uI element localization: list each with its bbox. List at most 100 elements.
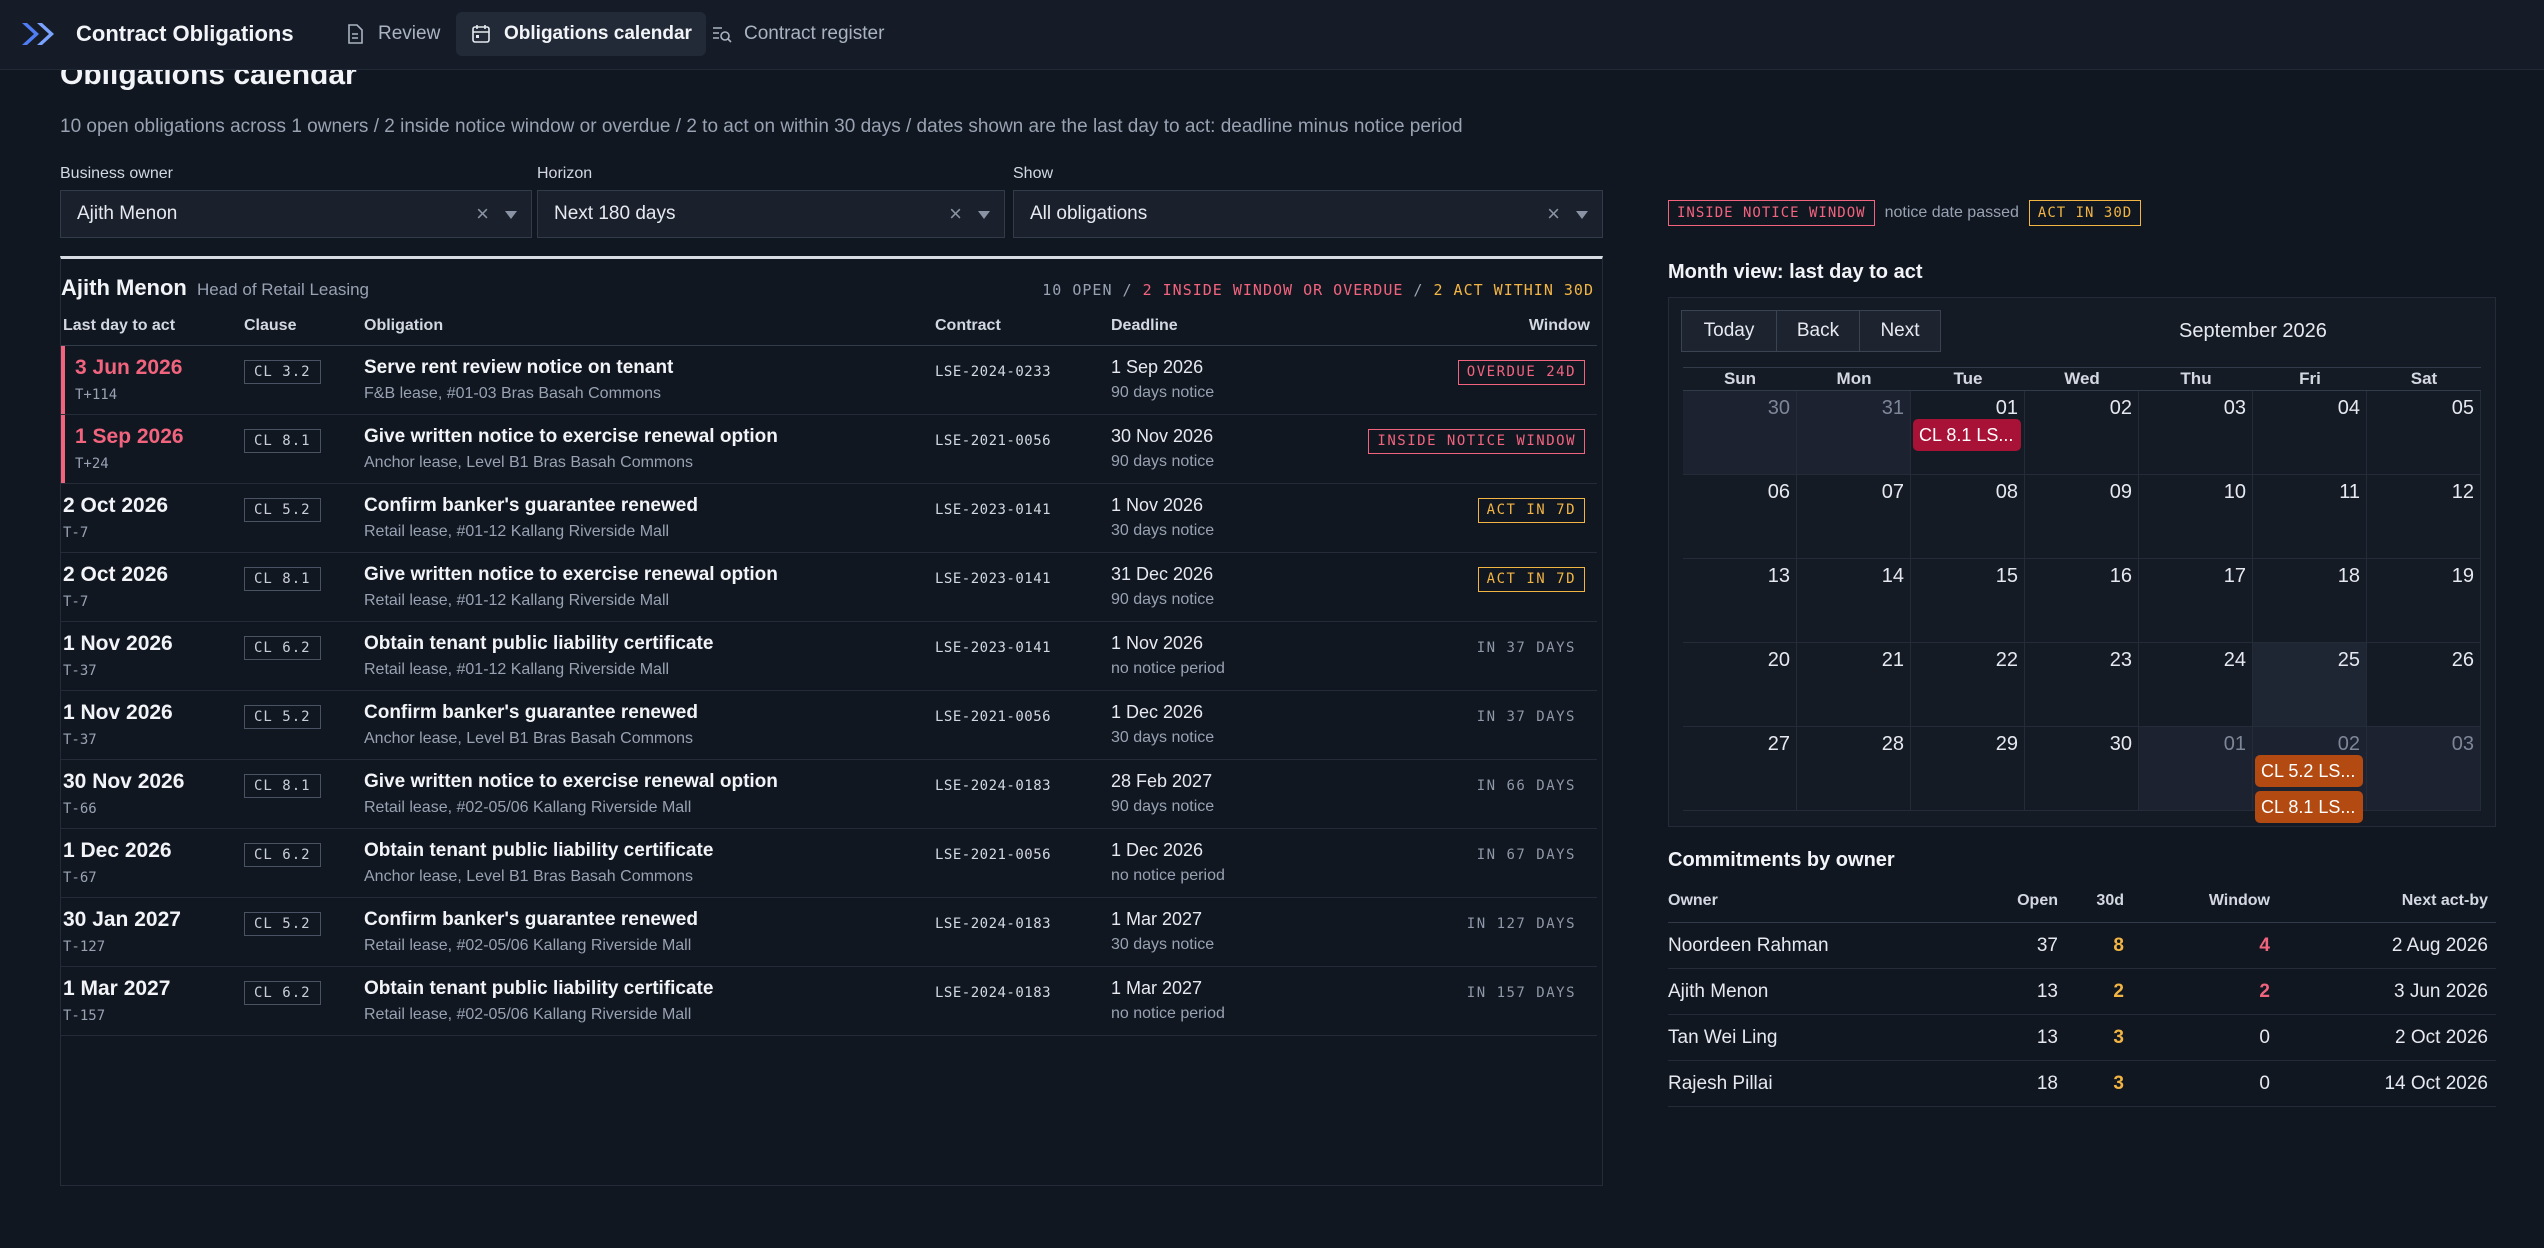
calendar-event[interactable]: CL 5.2 LS... bbox=[2255, 755, 2363, 787]
column-header-deadline[interactable]: Deadline bbox=[1111, 317, 1178, 334]
obligation-row[interactable]: 2 Oct 2026 T-7 CL 8.1 Give written notice t… bbox=[61, 553, 1597, 622]
column-header-clause[interactable]: Clause bbox=[244, 317, 297, 334]
calendar-day-cell[interactable]: 05 bbox=[2367, 391, 2481, 475]
obligation-row[interactable]: 1 Nov 2026 T-37 CL 5.2 Confirm banker's gua… bbox=[61, 691, 1597, 760]
nav-tab-contract-register[interactable]: Contract register bbox=[696, 12, 898, 56]
chevron-down-icon[interactable] bbox=[1576, 211, 1588, 219]
column-header-contract[interactable]: Contract bbox=[935, 317, 1001, 334]
calendar-day-cell[interactable]: 14 bbox=[1797, 559, 1911, 643]
open-column-header[interactable]: Open bbox=[2017, 892, 2058, 909]
calendar-day-cell[interactable]: 27 bbox=[1683, 727, 1797, 811]
next-button[interactable]: Next bbox=[1859, 310, 1941, 352]
column-header-obligation[interactable]: Obligation bbox=[364, 317, 444, 334]
owner-name[interactable]: Tan Wei Ling bbox=[1668, 1027, 1778, 1048]
owner-name[interactable]: Rajesh Pillai bbox=[1668, 1073, 1773, 1094]
calendar-day-cell[interactable]: 10 bbox=[2139, 475, 2253, 559]
calendar-day-cell[interactable]: 23 bbox=[2025, 643, 2139, 727]
clear-icon[interactable]: × bbox=[1547, 201, 1560, 226]
contract-id[interactable]: LSE-2021-0056 bbox=[935, 709, 1052, 725]
contract-id[interactable]: LSE-2021-0056 bbox=[935, 433, 1052, 449]
next-act-by-column-header[interactable]: Next act-by bbox=[2401, 892, 2488, 909]
back-button[interactable]: Back bbox=[1776, 310, 1860, 352]
column-header-window[interactable]: Window bbox=[1528, 317, 1590, 334]
30d-column-header[interactable]: 30d bbox=[2096, 892, 2124, 909]
calendar-day-cell[interactable]: 06 bbox=[1683, 475, 1797, 559]
contract-id[interactable]: LSE-2023-0141 bbox=[935, 502, 1052, 518]
calendar-day-cell[interactable]: 11 bbox=[2253, 475, 2367, 559]
owner-name[interactable]: Noordeen Rahman bbox=[1668, 935, 1829, 956]
obligation-row[interactable]: 1 Nov 2026 T-37 CL 6.2 Obtain tenant public… bbox=[61, 622, 1597, 691]
calendar-day-cell[interactable]: 20 bbox=[1683, 643, 1797, 727]
owner-column-header[interactable]: Owner bbox=[1668, 892, 1718, 909]
calendar-day-cell[interactable]: 12 bbox=[2367, 475, 2481, 559]
calendar-day-cell[interactable]: 30 bbox=[1683, 391, 1797, 475]
calendar-day-cell[interactable]: 01 bbox=[1911, 391, 2025, 475]
calendar-day-cell[interactable]: 26 bbox=[2367, 643, 2481, 727]
contract-id[interactable]: LSE-2023-0141 bbox=[935, 640, 1052, 656]
owner-row[interactable]: Rajesh Pillai 18 3 0 14 Oct 2026 bbox=[1668, 1061, 2496, 1107]
obligation-title[interactable]: Give written notice to exercise renewal … bbox=[364, 426, 778, 447]
obligation-title[interactable]: Give written notice to exercise renewal … bbox=[364, 564, 778, 585]
nav-tab-review[interactable]: Review bbox=[330, 12, 454, 56]
calendar-day-cell[interactable]: 24 bbox=[2139, 643, 2253, 727]
obligation-title[interactable]: Serve rent review notice on tenant bbox=[364, 357, 674, 378]
obligation-title[interactable]: Confirm banker's guarantee renewed bbox=[364, 495, 698, 516]
chevron-down-icon[interactable] bbox=[505, 211, 517, 219]
calendar-day-cell[interactable]: 18 bbox=[2253, 559, 2367, 643]
calendar-day-cell[interactable]: 08 bbox=[1911, 475, 2025, 559]
owner-row[interactable]: Noordeen Rahman 37 8 4 2 Aug 2026 bbox=[1668, 923, 2496, 969]
nav-tab-obligations-calendar[interactable]: Obligations calendar bbox=[456, 12, 706, 56]
obligation-title[interactable]: Obtain tenant public liability certifica… bbox=[364, 978, 714, 999]
calendar-day-cell[interactable]: 09 bbox=[2025, 475, 2139, 559]
calendar-day-cell[interactable]: 21 bbox=[1797, 643, 1911, 727]
calendar-day-cell[interactable]: 07 bbox=[1797, 475, 1911, 559]
window-column-header[interactable]: Window bbox=[2208, 892, 2270, 909]
calendar-event[interactable]: CL 8.1 LS... bbox=[1913, 419, 2021, 451]
calendar-day-cell[interactable]: 22 bbox=[1911, 643, 2025, 727]
contract-id[interactable]: LSE-2024-0183 bbox=[935, 916, 1052, 932]
calendar-day-cell[interactable]: 28 bbox=[1797, 727, 1911, 811]
calendar-day-cell[interactable]: 30 bbox=[2025, 727, 2139, 811]
calendar-event[interactable]: CL 8.1 LS... bbox=[2255, 791, 2363, 823]
owner-name[interactable]: Ajith Menon bbox=[1668, 981, 1769, 1002]
contract-id[interactable]: LSE-2024-0183 bbox=[935, 778, 1052, 794]
today-button[interactable]: Today bbox=[1681, 310, 1777, 352]
business-owner-select[interactable]: Ajith Menon × bbox=[60, 190, 532, 238]
horizon-select[interactable]: Next 180 days × bbox=[537, 190, 1005, 238]
owner-row[interactable]: Tan Wei Ling 13 3 0 2 Oct 2026 bbox=[1668, 1015, 2496, 1061]
calendar-day-cell[interactable]: 03 bbox=[2139, 391, 2253, 475]
obligation-row[interactable]: 30 Nov 2026 T-66 CL 8.1 Give written notice… bbox=[61, 760, 1597, 829]
clear-icon[interactable]: × bbox=[476, 201, 489, 226]
obligation-title[interactable]: Obtain tenant public liability certifica… bbox=[364, 633, 714, 654]
obligation-row[interactable]: 1 Sep 2026 T+24 CL 8.1 Give written notice … bbox=[61, 415, 1597, 484]
calendar-day-cell[interactable]: 15 bbox=[1911, 559, 2025, 643]
show-select[interactable]: All obligations × bbox=[1013, 190, 1603, 238]
contract-id[interactable]: LSE-2024-0183 bbox=[935, 985, 1052, 1001]
obligation-title[interactable]: Give written notice to exercise renewal … bbox=[364, 771, 778, 792]
calendar-day-cell[interactable]: 19 bbox=[2367, 559, 2481, 643]
chevron-down-icon[interactable] bbox=[978, 211, 990, 219]
obligation-title[interactable]: Confirm banker's guarantee renewed bbox=[364, 702, 698, 723]
obligation-row[interactable]: 30 Jan 2027 T-127 CL 5.2 Confirm banker's g… bbox=[61, 898, 1597, 967]
contract-id[interactable]: LSE-2024-0233 bbox=[935, 364, 1052, 380]
clear-icon[interactable]: × bbox=[949, 201, 962, 226]
calendar-day-cell[interactable]: 16 bbox=[2025, 559, 2139, 643]
calendar-day-cell[interactable]: 31 bbox=[1797, 391, 1911, 475]
calendar-day-cell[interactable]: 01 bbox=[2139, 727, 2253, 811]
calendar-day-cell[interactable]: 25 bbox=[2253, 643, 2367, 727]
contract-id[interactable]: LSE-2023-0141 bbox=[935, 571, 1052, 587]
calendar-day-cell[interactable]: 13 bbox=[1683, 559, 1797, 643]
calendar-day-cell[interactable]: 02 bbox=[2025, 391, 2139, 475]
obligation-title[interactable]: Obtain tenant public liability certifica… bbox=[364, 840, 714, 861]
obligation-title[interactable]: Confirm banker's guarantee renewed bbox=[364, 909, 698, 930]
obligation-row[interactable]: 1 Dec 2026 T-67 CL 6.2 Obtain tenant public… bbox=[61, 829, 1597, 898]
contract-id[interactable]: LSE-2021-0056 bbox=[935, 847, 1052, 863]
obligation-row[interactable]: 2 Oct 2026 T-7 CL 5.2 Confirm banker's guar… bbox=[61, 484, 1597, 553]
obligation-row[interactable]: 3 Jun 2026 T+114 CL 3.2 Serve rent review n… bbox=[61, 346, 1597, 415]
calendar-day-cell[interactable]: 17 bbox=[2139, 559, 2253, 643]
column-header-act-by[interactable]: Last day to act bbox=[63, 317, 176, 334]
calendar-day-cell[interactable]: 04 bbox=[2253, 391, 2367, 475]
calendar-day-cell[interactable]: 29 bbox=[1911, 727, 2025, 811]
obligation-row[interactable]: 1 Mar 2027 T-157 CL 6.2 Obtain tenant publi… bbox=[61, 967, 1597, 1036]
calendar-day-cell[interactable]: 03 bbox=[2367, 727, 2481, 811]
